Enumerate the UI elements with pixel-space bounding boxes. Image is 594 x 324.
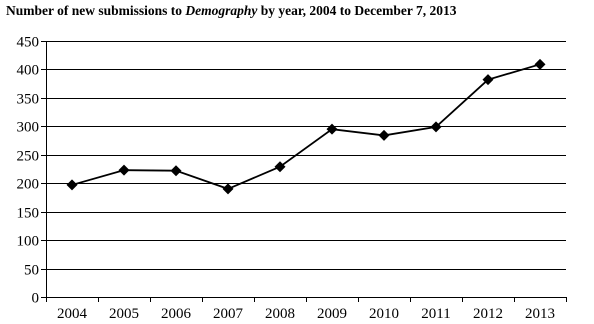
x-axis: 2004 2005 2006 2007 2008 2009 2010 2011 2012 2013: [46, 297, 567, 322]
x-tick-label-2007: 2007: [213, 306, 244, 322]
y-tick-label-100: 100: [17, 234, 40, 250]
x-tick-label-2004: 2004: [57, 306, 88, 322]
y-tick-label-200: 200: [17, 177, 40, 193]
y-tick-label-50: 50: [24, 263, 39, 279]
x-tick-label-2009: 2009: [317, 306, 347, 322]
x-tick-label-2008: 2008: [265, 306, 295, 322]
y-tick-label-150: 150: [17, 206, 40, 222]
data-point-2010: [378, 129, 390, 141]
chart-title: Number of new submissions to Demography …: [6, 2, 594, 20]
x-tick-label-2012: 2012: [473, 306, 503, 322]
series-submissions: [66, 58, 546, 195]
y-tick-label-350: 350: [17, 92, 40, 108]
gridlines: [46, 41, 566, 270]
x-tick-label-2011: 2011: [421, 306, 450, 322]
y-tick-label-0: 0: [32, 291, 40, 307]
y-tick-label-250: 250: [17, 149, 40, 165]
y-tick-label-300: 300: [17, 120, 40, 136]
data-point-2011: [430, 121, 442, 133]
data-point-2007: [222, 183, 234, 195]
x-tick-label-2006: 2006: [161, 306, 192, 322]
series-line: [71, 63, 541, 190]
data-point-2008: [274, 161, 286, 173]
y-axis: 0 50 100 150 200 250 300 350 400 450: [17, 35, 47, 307]
x-tick-label-2010: 2010: [369, 306, 399, 322]
data-point-2012: [482, 74, 494, 86]
y-tick-label-450: 450: [17, 35, 40, 51]
data-point-2009: [326, 123, 338, 135]
data-point-2006: [170, 165, 182, 177]
data-point-2013: [534, 58, 546, 70]
data-point-2004: [66, 179, 78, 191]
chart-title-journal: Demography: [185, 3, 258, 18]
y-tick-label-400: 400: [17, 63, 40, 79]
data-point-2005: [118, 164, 130, 176]
chart-title-suffix: by year, 2004 to December 7, 2013: [257, 3, 457, 18]
x-tick-label-2013: 2013: [525, 306, 555, 322]
chart-title-prefix: Number of new submissions to: [6, 3, 186, 18]
x-tick-label-2005: 2005: [109, 306, 139, 322]
